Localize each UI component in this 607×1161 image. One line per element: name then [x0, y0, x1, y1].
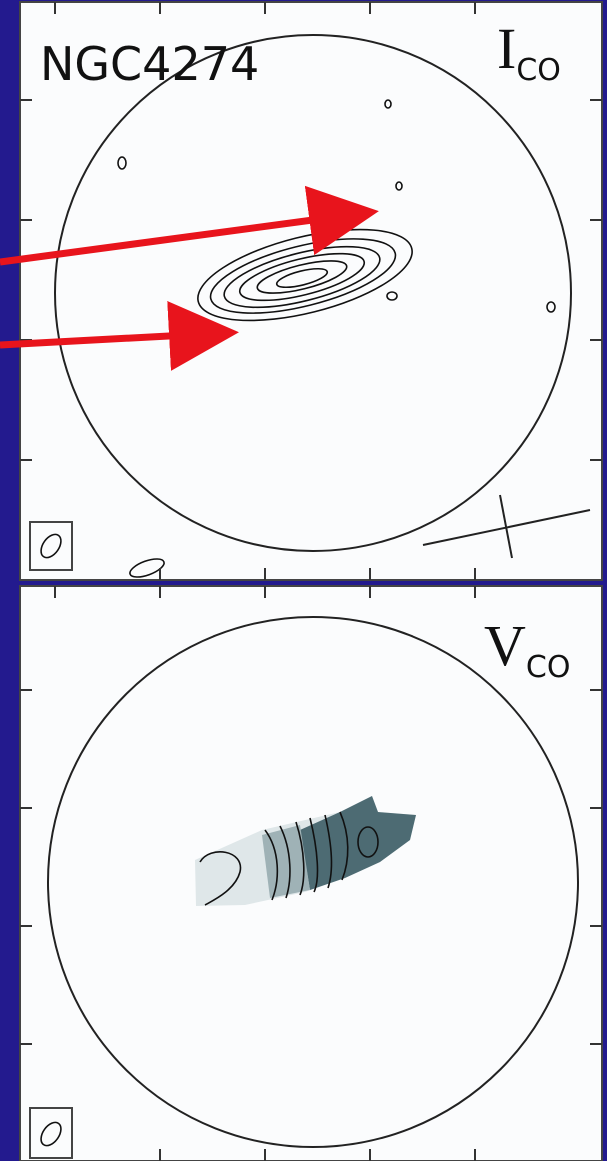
- panel-velocity: VCO: [19, 585, 603, 1161]
- beam: [29, 1107, 73, 1159]
- arrow: [0, 301, 239, 371]
- primary-beam: [54, 34, 572, 552]
- quantity-symbol: V: [484, 613, 526, 678]
- beam: [29, 521, 73, 571]
- intensity-contours: [117, 99, 556, 578]
- primary-beam: [47, 616, 579, 1148]
- quantity-subscript: CO: [516, 53, 561, 88]
- map-frame: [19, 1, 603, 581]
- quantity-symbol: I: [497, 16, 516, 81]
- cross: [422, 494, 591, 559]
- ticks: [20, 586, 602, 1161]
- arrow: [0, 185, 379, 266]
- quantity-label: VCO: [484, 613, 570, 685]
- ticks: [20, 2, 602, 580]
- quantity-label: ICO: [497, 16, 561, 88]
- velocity-field: [195, 796, 416, 906]
- quantity-subscript: CO: [526, 650, 571, 685]
- pointer-arrows: [0, 185, 379, 371]
- galaxy-name: NGC4274: [40, 37, 259, 91]
- panel-intensity: NGC4274 ICO: [19, 1, 603, 581]
